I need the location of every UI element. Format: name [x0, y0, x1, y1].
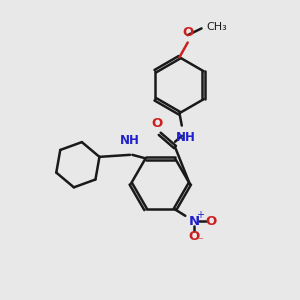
Text: +: +	[196, 210, 204, 220]
Text: CH₃: CH₃	[206, 22, 227, 32]
Text: O: O	[188, 230, 200, 243]
Text: NH: NH	[120, 134, 140, 147]
Text: O: O	[183, 26, 194, 39]
Text: N: N	[189, 214, 200, 228]
Text: O: O	[206, 214, 217, 228]
Text: NH: NH	[176, 130, 196, 144]
Text: ⁻: ⁻	[198, 237, 204, 247]
Text: O: O	[152, 117, 163, 130]
